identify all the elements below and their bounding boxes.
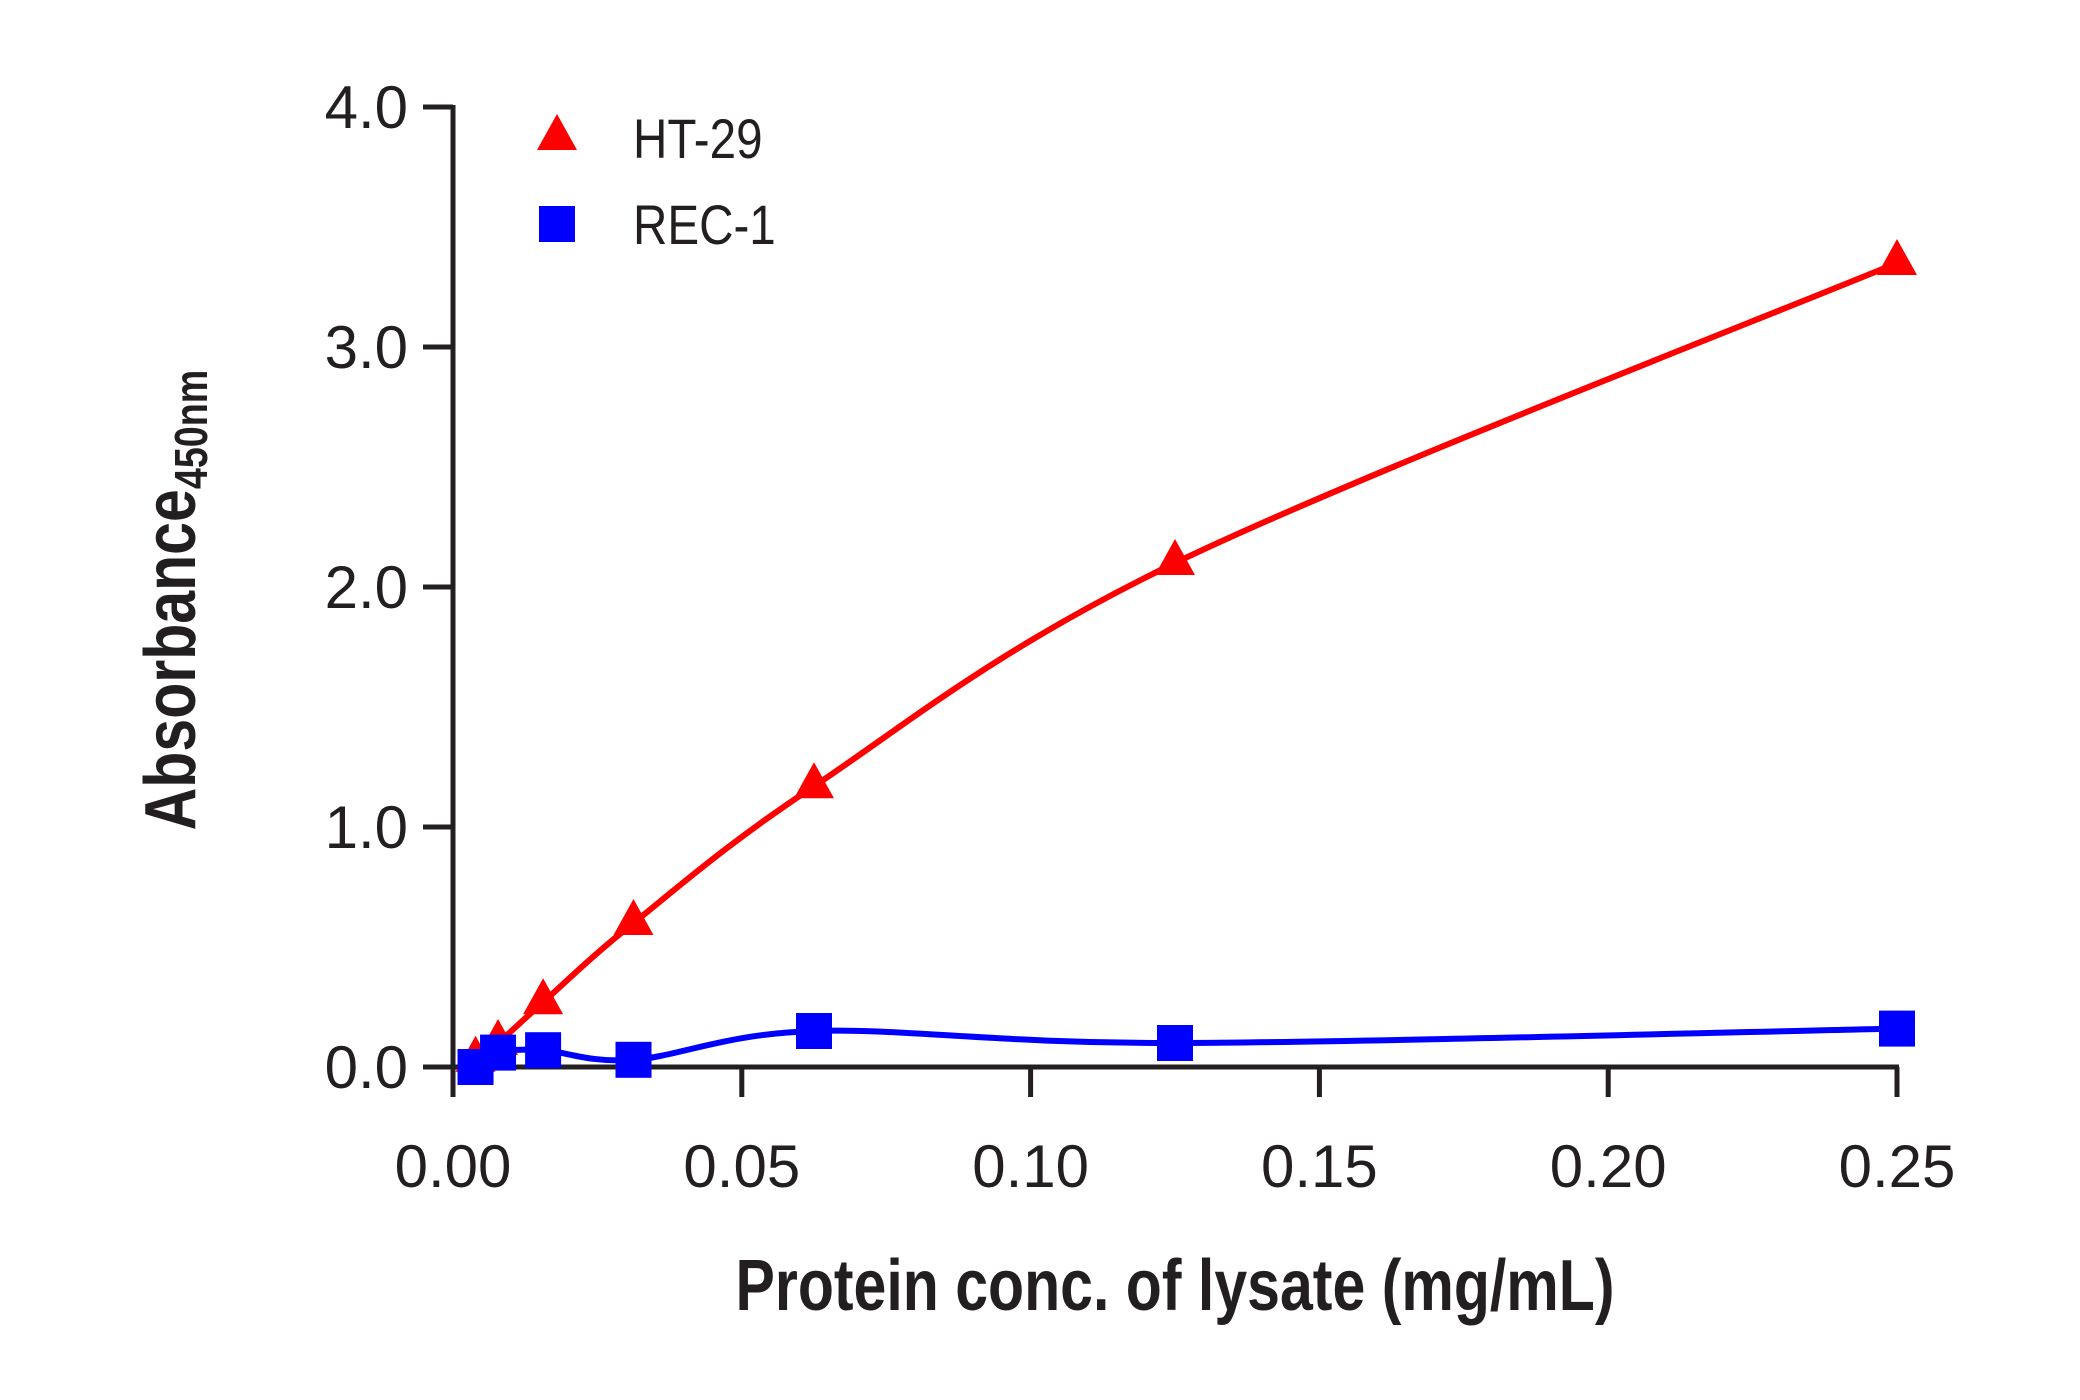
legend-label: REC-1: [633, 194, 776, 256]
series-rec-1: [457, 1010, 1915, 1085]
legend-marker-square-icon: [539, 206, 575, 242]
y-tick-label: 2.0: [325, 554, 408, 621]
y-tick-label: 1.0: [325, 794, 408, 861]
y-tick-label: 3.0: [325, 314, 408, 381]
legend-label: HT-29: [633, 108, 763, 170]
data-point: [1157, 1025, 1193, 1061]
series-layer: [455, 239, 1917, 1085]
x-axis-label: Protein conc. of lysate (mg/mL): [735, 1244, 1614, 1325]
y-tick-label: 0.0: [325, 1034, 408, 1101]
y-tick-label: 4.0: [325, 74, 408, 141]
x-tick-label: 0.15: [1261, 1133, 1378, 1200]
y-axis-label-subscript: 450nm: [165, 370, 216, 489]
x-tick-label: 0.20: [1550, 1133, 1667, 1200]
data-point: [1877, 239, 1917, 275]
data-point: [794, 762, 834, 799]
x-tick-label: 0.10: [972, 1133, 1089, 1200]
series-line: [473, 260, 1899, 1063]
data-point: [525, 1032, 562, 1069]
axes: 0.0 1.0 2.0 3.0 4.0 0.00 0.05 0.10 0.15 0.20 0.25: [325, 74, 1956, 1200]
x-tick-label: 0.05: [683, 1133, 800, 1200]
data-point: [1879, 1010, 1915, 1047]
y-axis-label: Absorbance450nm: [129, 370, 216, 831]
legend-marker-triangle-icon: [537, 114, 577, 150]
data-point: [615, 1041, 652, 1078]
data-point: [1155, 539, 1195, 575]
x-tick-label: 0.25: [1839, 1133, 1956, 1200]
legend: HT-29 REC-1: [537, 108, 776, 257]
data-point: [480, 1034, 517, 1071]
x-tick-label: 0.00: [395, 1133, 512, 1200]
y-axis-label-main: Absorbance: [129, 489, 210, 830]
data-point: [796, 1013, 832, 1049]
series-ht-29: [455, 239, 1917, 1072]
data-point: [613, 899, 654, 935]
data-point: [523, 978, 564, 1015]
